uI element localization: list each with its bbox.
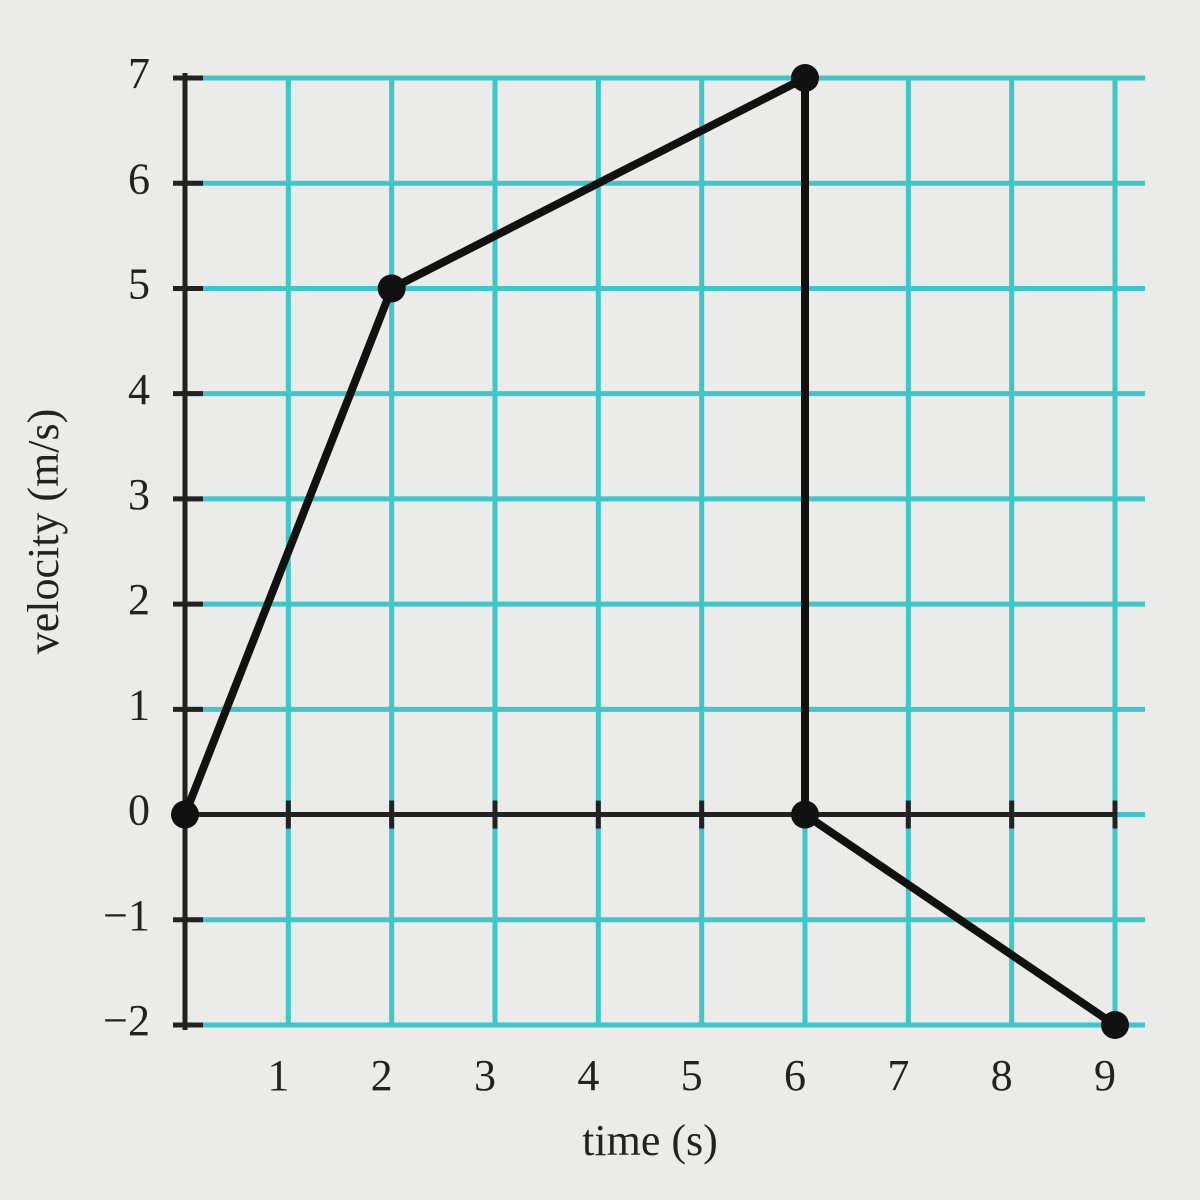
- x-axis-label: time (s): [582, 1116, 718, 1165]
- x-tick-label: 3: [474, 1051, 496, 1100]
- y-tick-label: 7: [128, 49, 150, 98]
- data-point: [1101, 1011, 1129, 1039]
- x-tick-label: 2: [371, 1051, 393, 1100]
- data-point: [171, 800, 199, 829]
- x-tick-label: 5: [681, 1051, 703, 1100]
- x-tick-label: 1: [267, 1051, 289, 1100]
- y-tick-label: 5: [128, 260, 150, 309]
- y-tick-label: 3: [128, 470, 150, 519]
- x-tick-label: 8: [991, 1051, 1013, 1100]
- y-tick-label: −1: [103, 891, 150, 940]
- data-point: [377, 274, 406, 303]
- data-point: [791, 800, 819, 829]
- data-point: [791, 64, 819, 92]
- x-tick-label: 9: [1094, 1051, 1116, 1100]
- y-tick-label: −2: [103, 996, 150, 1045]
- x-tick-label: 7: [887, 1051, 909, 1100]
- y-tick-label: 2: [128, 575, 150, 624]
- y-tick-label: 1: [128, 680, 150, 729]
- y-tick-label: 6: [128, 154, 150, 203]
- y-axis-label: velocity (m/s): [19, 409, 68, 655]
- x-tick-label: 6: [784, 1051, 806, 1100]
- y-tick-label: 0: [128, 786, 150, 835]
- x-tick-label: 4: [577, 1051, 599, 1100]
- y-tick-label: 4: [128, 365, 150, 414]
